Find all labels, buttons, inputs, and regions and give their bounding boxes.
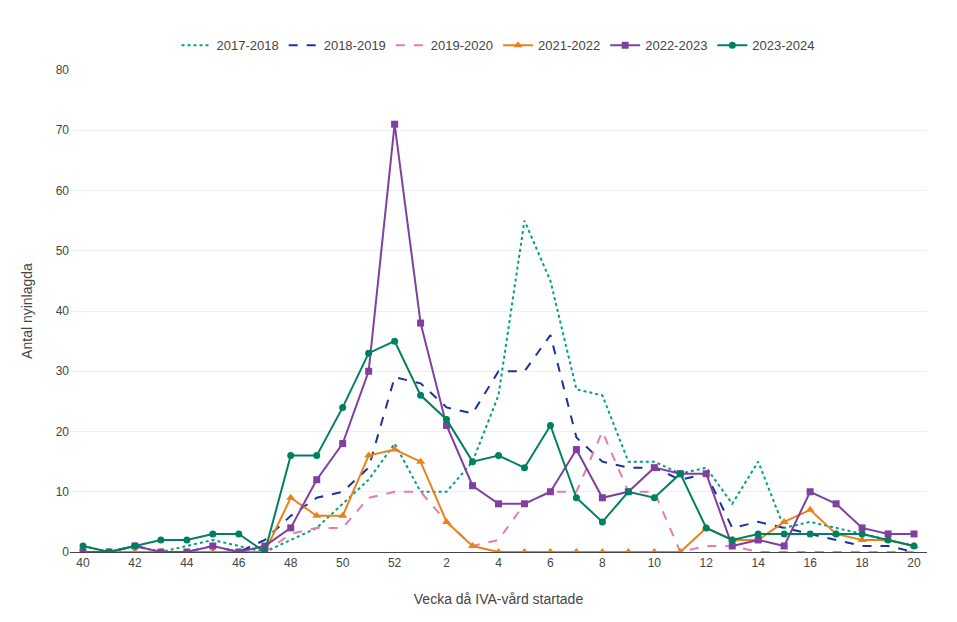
svg-text:6: 6 — [547, 556, 554, 570]
svg-text:40: 40 — [56, 304, 70, 318]
svg-text:80: 80 — [56, 63, 70, 77]
svg-text:2018-2019: 2018-2019 — [324, 38, 386, 53]
svg-text:70: 70 — [56, 123, 70, 137]
svg-text:48: 48 — [284, 556, 298, 570]
svg-text:14: 14 — [752, 556, 766, 570]
svg-text:2023-2024: 2023-2024 — [752, 38, 814, 53]
svg-text:52: 52 — [388, 556, 402, 570]
svg-text:16: 16 — [803, 556, 817, 570]
svg-text:50: 50 — [336, 556, 350, 570]
svg-text:30: 30 — [56, 364, 70, 378]
svg-text:50: 50 — [56, 244, 70, 258]
svg-text:0: 0 — [62, 545, 69, 559]
svg-text:2022-2023: 2022-2023 — [645, 38, 707, 53]
svg-text:46: 46 — [232, 556, 246, 570]
svg-text:20: 20 — [56, 425, 70, 439]
svg-text:4: 4 — [495, 556, 502, 570]
svg-text:60: 60 — [56, 184, 70, 198]
svg-text:2021-2022: 2021-2022 — [538, 38, 600, 53]
svg-text:8: 8 — [599, 556, 606, 570]
svg-text:18: 18 — [855, 556, 869, 570]
svg-text:2017-2018: 2017-2018 — [217, 38, 279, 53]
svg-text:40: 40 — [76, 556, 90, 570]
svg-text:20: 20 — [907, 556, 921, 570]
svg-text:12: 12 — [700, 556, 714, 570]
svg-text:2: 2 — [443, 556, 450, 570]
svg-text:10: 10 — [56, 485, 70, 499]
svg-text:Vecka då IVA-vård startade: Vecka då IVA-vård startade — [414, 591, 584, 607]
svg-text:44: 44 — [180, 556, 194, 570]
svg-text:42: 42 — [128, 556, 142, 570]
svg-text:2019-2020: 2019-2020 — [431, 38, 493, 53]
svg-text:Antal nyinlagda: Antal nyinlagda — [19, 263, 35, 359]
svg-text:10: 10 — [648, 556, 662, 570]
